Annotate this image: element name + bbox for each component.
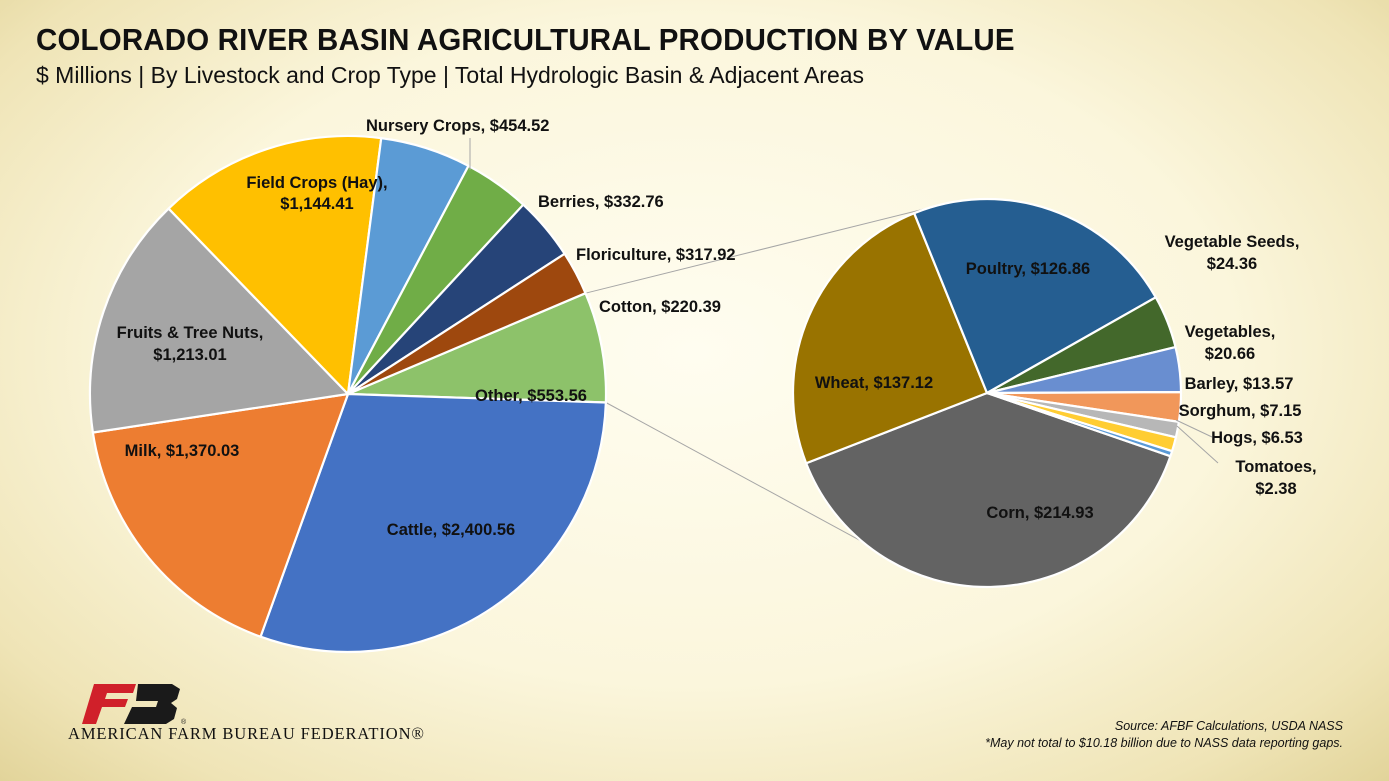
connector-line-top <box>585 206 931 294</box>
footnote-line: *May not total to $10.18 billion due to … <box>985 736 1343 750</box>
slice-labels: Other, $553.56 Cattle, $2,400.56 Milk, $1,… <box>117 117 1317 539</box>
main-label-nursery-crops: Nursery Crops, $454.52 <box>366 117 549 135</box>
main-slice-milk <box>91 392 350 638</box>
main-label-fruits-tree-nuts: Fruits & Tree Nuts, <box>117 324 264 342</box>
sub-label-vegetable-seeds-value: $24.36 <box>1207 255 1257 273</box>
main-slice-other <box>346 292 608 404</box>
sub-label-vegetables-value: $20.66 <box>1205 345 1255 363</box>
sub-label-barley: Barley, $13.57 <box>1185 375 1294 393</box>
sub-label-vegetables: Vegetables, <box>1185 323 1276 341</box>
sub-label-hogs: Hogs, $6.53 <box>1211 429 1303 447</box>
main-label-milk: Milk, $1,370.03 <box>125 442 240 460</box>
main-slice-field-crops-hay <box>167 134 383 396</box>
main-label-cotton: Cotton, $220.39 <box>599 298 721 316</box>
afbf-logo: ® AMERICAN FARM BUREAU FEDERATION® <box>68 684 508 744</box>
fb-logo-mark-icon: ® <box>82 684 187 724</box>
main-label-floriculture: Floriculture, $317.92 <box>576 246 736 264</box>
main-label-other: Other, $553.56 <box>475 387 587 405</box>
svg-text:®: ® <box>181 718 187 724</box>
source-line: Source: AFBF Calculations, USDA NASS <box>1114 719 1343 733</box>
chart-title: COLORADO RIVER BASIN AGRICULTURAL PRODUC… <box>36 22 1015 57</box>
sub-label-poultry: Poultry, $126.86 <box>966 260 1090 278</box>
source-note: Source: AFBF Calculations, USDA NASS *Ma… <box>985 718 1343 752</box>
sub-slice-corn <box>805 391 1172 589</box>
sub-label-vegetable-seeds: Vegetable Seeds, <box>1165 233 1300 251</box>
main-label-cattle: Cattle, $2,400.56 <box>387 521 515 539</box>
main-slice-cattle <box>259 392 607 654</box>
sub-slice-tomatoes <box>985 391 1174 458</box>
main-pie <box>88 134 608 654</box>
chart-subtitle: $ Millions | By Livestock and Crop Type … <box>36 62 865 88</box>
sub-label-corn: Corn, $214.93 <box>986 504 1093 522</box>
sub-label-tomatoes: Tomatoes, <box>1235 458 1316 476</box>
sub-label-sorghum: Sorghum, $7.15 <box>1179 402 1302 420</box>
leader-line-1 <box>1175 419 1213 438</box>
sub-slice-poultry <box>913 197 1157 395</box>
sub-pie <box>791 197 1183 589</box>
main-slice-fruits-tree-nuts <box>88 207 350 434</box>
sub-label-tomatoes-value: $2.38 <box>1255 480 1296 498</box>
main-label-field-crops-hay-value: $1,144.41 <box>280 195 353 213</box>
main-label-field-crops-hay: Field Crops (Hay), <box>246 174 387 192</box>
main-label-berries: Berries, $332.76 <box>538 193 664 211</box>
main-label-fruits-tree-nuts-value: $1,213.01 <box>153 346 226 364</box>
logo-text: AMERICAN FARM BUREAU FEDERATION® <box>68 724 425 743</box>
main-slice-cotton <box>346 252 587 396</box>
leader-line-2 <box>1176 425 1219 464</box>
sub-label-wheat: Wheat, $137.12 <box>815 374 933 392</box>
